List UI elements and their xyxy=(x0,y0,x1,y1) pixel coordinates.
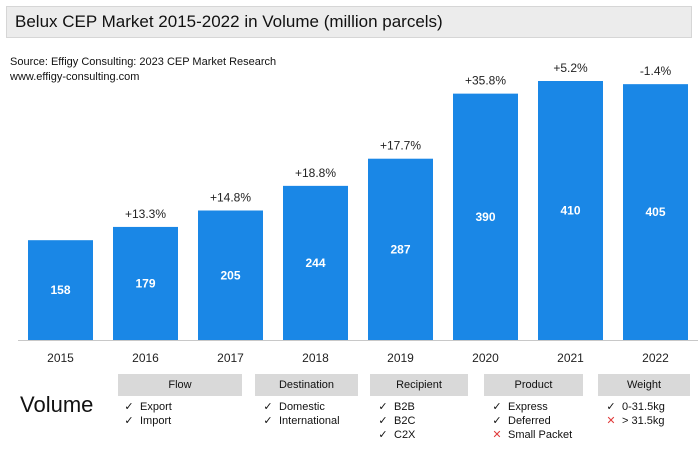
source-text: Source: Effigy Consulting: 2023 CEP Mark… xyxy=(10,56,277,68)
category-item: ✕ Small Packet xyxy=(490,428,585,442)
growth-label: +14.8% xyxy=(210,191,251,205)
category-item: ✓ Express xyxy=(490,400,585,414)
category-destination: Destination ✓ Domestic ✓ International xyxy=(255,374,360,428)
bar-value-label: 179 xyxy=(135,276,155,290)
x-tick-label: 2018 xyxy=(302,351,329,365)
category-header: Recipient xyxy=(370,374,470,396)
check-icon: ✓ xyxy=(378,401,388,413)
check-icon: ✓ xyxy=(263,401,273,413)
bar-value-label: 390 xyxy=(475,210,495,224)
category-item: ✓ B2C xyxy=(376,414,470,428)
x-tick-label: 2020 xyxy=(472,351,499,365)
cross-icon: ✕ xyxy=(492,429,502,441)
bar-value-label: 158 xyxy=(50,283,70,297)
source-block: Source: Effigy Consulting: 2023 CEP Mark… xyxy=(10,55,276,85)
x-tick-label: 2021 xyxy=(557,351,584,365)
bar-value-label: 244 xyxy=(305,256,325,270)
check-icon: ✓ xyxy=(124,415,134,427)
growth-label: +18.8% xyxy=(295,166,336,180)
bar-2022 xyxy=(623,84,688,340)
check-icon: ✓ xyxy=(263,415,273,427)
category-item: ✓ C2X xyxy=(376,428,470,442)
bar-2021 xyxy=(538,81,603,340)
bar-chart: 158 2015 179 +13.3% 2016 205 +14.8% 2017 244 +18.… xyxy=(18,61,698,365)
category-product: Product ✓ Express ✓ Deferred ✕ Small Packet xyxy=(484,374,585,442)
bar-value-label: 287 xyxy=(390,242,410,256)
chart-title: Belux CEP Market 2015-2022 in Volume (mi… xyxy=(15,12,443,31)
check-icon: ✓ xyxy=(492,401,502,413)
category-item: ✓ Import xyxy=(122,414,244,428)
category-item: ✕ > 31.5kg xyxy=(604,414,692,428)
check-icon: ✓ xyxy=(124,401,134,413)
source-url: www.effigy-consulting.com xyxy=(10,71,140,83)
category-weight: Weight ✓ 0-31.5kg ✕ > 31.5kg xyxy=(598,374,692,428)
bar-2020 xyxy=(453,93,518,340)
growth-label: +13.3% xyxy=(125,207,166,221)
x-tick-label: 2022 xyxy=(642,351,669,365)
category-header: Flow xyxy=(118,374,244,396)
category-header: Weight xyxy=(598,374,692,396)
x-tick-label: 2019 xyxy=(387,351,414,365)
bar-value-label: 405 xyxy=(645,205,665,219)
bar-value-label: 205 xyxy=(220,268,240,282)
growth-label: -1.4% xyxy=(640,64,672,78)
bar-2016 xyxy=(113,226,178,340)
category-header: Destination xyxy=(255,374,360,396)
x-tick-label: 2015 xyxy=(47,351,74,365)
category-header: Product xyxy=(484,374,585,396)
category-recipient: Recipient ✓ B2B ✓ B2C ✓ C2X xyxy=(370,374,470,442)
category-item: ✓ Export xyxy=(122,400,244,414)
category-item: ✓ 0-31.5kg xyxy=(604,400,692,414)
volume-label: Volume xyxy=(20,392,94,417)
check-icon: ✓ xyxy=(606,401,616,413)
cross-icon: ✕ xyxy=(606,415,616,427)
bar-2017 xyxy=(198,210,263,340)
x-tick-label: 2016 xyxy=(132,351,159,365)
check-icon: ✓ xyxy=(378,415,388,427)
check-icon: ✓ xyxy=(492,415,502,427)
bar-value-label: 410 xyxy=(560,204,580,218)
bar-2019 xyxy=(368,158,433,340)
category-item: ✓ International xyxy=(261,414,360,428)
category-item: ✓ Domestic xyxy=(261,400,360,414)
x-tick-label: 2017 xyxy=(217,351,244,365)
bar-2015 xyxy=(28,240,93,340)
growth-label: +5.2% xyxy=(553,61,588,75)
bar-2018 xyxy=(283,185,348,340)
category-item: ✓ Deferred xyxy=(490,414,585,428)
category-item: ✓ B2B xyxy=(376,400,470,414)
check-icon: ✓ xyxy=(378,429,388,441)
growth-label: +35.8% xyxy=(465,74,506,88)
title-bar: Belux CEP Market 2015-2022 in Volume (mi… xyxy=(6,6,692,38)
growth-label: +17.7% xyxy=(380,139,421,153)
category-flow: Flow ✓ Export ✓ Import xyxy=(118,374,244,428)
